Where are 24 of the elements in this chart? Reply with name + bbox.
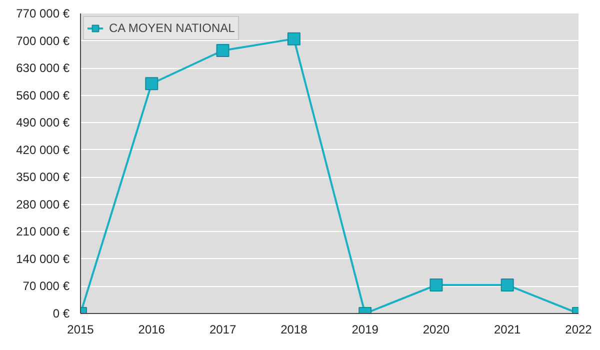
x-tick-label: 2020: [422, 322, 450, 336]
x-tick-label: 2015: [67, 322, 94, 336]
point: [287, 32, 300, 46]
y-tick-label: 630 000 €: [16, 61, 70, 76]
x-tick-label: 2019: [352, 322, 379, 336]
y-tick-label: 420 000 €: [16, 142, 70, 157]
y-tick-label: 140 000 €: [16, 252, 70, 266]
y-tick-label: 700 000 €: [16, 34, 70, 48]
x-tick-label: 2016: [138, 322, 166, 336]
x-tick-label: 2022: [565, 322, 592, 336]
legend-label: CA MOYEN NATIONAL: [109, 20, 235, 36]
y-tick-label: 490 000 €: [16, 116, 70, 130]
x-tick-label: 2018: [280, 322, 308, 336]
y-tick-label: 0 €: [52, 306, 70, 320]
point: [145, 77, 158, 90]
y-tick-label: 210 000 €: [16, 224, 70, 239]
y-tick-label: 350 000 €: [16, 170, 70, 184]
x-tick-label: 2021: [494, 322, 522, 336]
y-tick-label: 280 000 €: [16, 197, 70, 212]
point: [216, 44, 230, 58]
y-tick-label: 770 000 €: [16, 6, 70, 20]
y-tick-label: 560 000 €: [16, 88, 70, 102]
x-tick-label: 2017: [209, 322, 236, 336]
y-tick-label: 70 000 €: [22, 279, 70, 294]
